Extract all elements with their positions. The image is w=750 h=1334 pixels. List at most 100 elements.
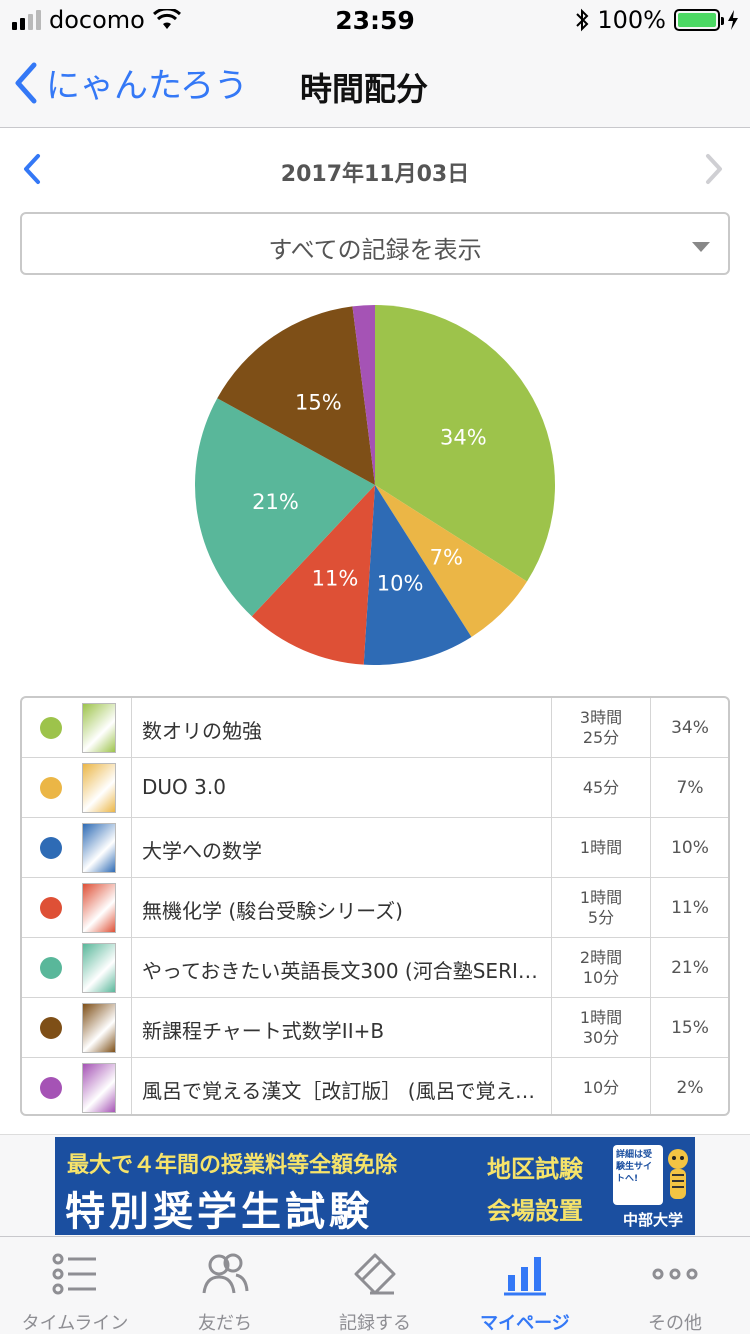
ad-badge: 詳細は受験生サイトへ! [613, 1145, 663, 1205]
book-cover-thumbnail [82, 1063, 116, 1113]
duration-line-1: 1時間 [579, 1008, 623, 1027]
tab-friends[interactable]: 友だち [150, 1237, 300, 1334]
back-label: にゃんたろう [46, 66, 248, 106]
wifi-icon [152, 9, 181, 29]
tab-more[interactable]: その他 [600, 1237, 750, 1334]
color-dot-icon [40, 1017, 62, 1039]
eraser-icon [354, 1253, 396, 1295]
record-percent: 11% [671, 898, 709, 918]
duration-line-1: 10分 [582, 1078, 620, 1097]
friends-icon [202, 1253, 249, 1294]
record-percent: 7% [676, 778, 704, 798]
color-dot-icon [40, 717, 62, 739]
color-dot-icon [40, 837, 62, 859]
record-row[interactable]: 新課程チャート式数学II+B 1時間 30分 15% [22, 998, 728, 1058]
duration-line-1: 45分 [582, 778, 620, 797]
battery-icon [674, 9, 724, 31]
record-filter-select[interactable]: すべての記録を表示 [20, 212, 730, 275]
ad-banner[interactable]: 最大で４年間の授業料等全額免除 特別奨学生試験 地区試験 会場設置 詳細は受験生… [55, 1137, 695, 1235]
duration-line-2: 30分 [582, 1028, 620, 1047]
tab-label: 記録する [339, 1313, 411, 1334]
bluetooth-icon [576, 8, 589, 32]
signal-icon [12, 10, 41, 30]
record-row[interactable]: 大学への数学 1時間 10% [22, 818, 728, 878]
nav-bar: にゃんたろう 時間配分 [0, 40, 750, 128]
record-duration: 1時間 [551, 818, 651, 878]
pie-slice [375, 485, 527, 637]
pie-slice [195, 398, 375, 617]
back-button[interactable]: にゃんたろう [14, 58, 248, 107]
chevron-right-icon [706, 154, 722, 184]
record-duration: 1時間 5分 [551, 878, 651, 938]
status-right: 100% [575, 6, 738, 34]
record-name: 風呂で覚える漢文［改訂版］ (風呂で覚えるシリーズ) [142, 1079, 547, 1103]
record-name: 無機化学 (駿台受験シリーズ) [142, 899, 403, 923]
next-day-button[interactable] [704, 152, 724, 190]
tab-mypage[interactable]: マイページ [450, 1237, 600, 1334]
thumbnail-cell [80, 938, 132, 998]
chevron-left-icon [24, 154, 40, 184]
duration-line-1: 1時間 [579, 888, 623, 907]
date-navigator: 2017年11月03日 [0, 150, 750, 190]
duration-line-1: 1時間 [579, 838, 623, 857]
record-name: 数オリの勉強 [142, 719, 262, 743]
tab-timeline[interactable]: タイムライン [0, 1237, 150, 1334]
tab-label: タイムライン [21, 1313, 129, 1334]
tab-bar: タイムライン 友だち 記録する マイページ [0, 1236, 750, 1334]
thumbnail-cell [80, 698, 132, 758]
thumbnail-cell [80, 878, 132, 938]
ad-university-name: 中部大学 [622, 1211, 683, 1229]
duration-line-1: 2時間 [579, 948, 623, 967]
duration-line-1: 3時間 [579, 708, 623, 727]
record-duration: 3時間 25分 [551, 698, 651, 758]
book-cover-thumbnail [82, 703, 116, 753]
tab-label: マイページ [480, 1313, 570, 1334]
ad-headline: 最大で４年間の授業料等全額免除 [67, 1153, 398, 1178]
thumbnail-cell [80, 818, 132, 878]
pie-slice-label: 7% [430, 545, 463, 569]
previous-day-button[interactable] [22, 152, 42, 190]
book-cover-thumbnail [82, 823, 116, 873]
battery-percent: 100% [597, 6, 666, 34]
pie-slice [352, 305, 375, 485]
list-icon [52, 1253, 96, 1295]
record-percent: 2% [676, 1078, 704, 1098]
record-row[interactable]: DUO 3.0 45分 7% [22, 758, 728, 818]
tab-label: 友だち [198, 1313, 252, 1334]
pie-slice-label: 10% [377, 572, 424, 596]
tab-record[interactable]: 記録する [300, 1237, 450, 1334]
duration-line-2: 25分 [582, 728, 620, 747]
book-cover-thumbnail [82, 943, 116, 993]
record-row[interactable]: 無機化学 (駿台受験シリーズ) 1時間 5分 11% [22, 878, 728, 938]
color-dot-icon [40, 897, 62, 919]
record-row[interactable]: やっておきたい英語長文300 (河合塾SERIES) 2時間 10分 21% [22, 938, 728, 998]
ad-side-text-2: 会場設置 [487, 1197, 583, 1225]
book-cover-thumbnail [82, 763, 116, 813]
record-percent: 34% [671, 718, 709, 738]
pie-slice-label: 15% [295, 391, 342, 415]
record-duration: 2時間 10分 [551, 938, 651, 998]
record-name: やっておきたい英語長文300 (河合塾SERIES) [142, 959, 547, 983]
pie-slice [251, 485, 375, 665]
page-title: 時間配分 [300, 70, 429, 108]
date-label: 2017年11月03日 [280, 162, 470, 187]
color-dot-icon [40, 1077, 62, 1099]
record-row[interactable]: 数オリの勉強 3時間 25分 34% [22, 698, 728, 758]
record-duration: 1時間 30分 [551, 998, 651, 1058]
status-left: docomo [12, 6, 181, 34]
tiger-mascot-icon [668, 1149, 688, 1199]
book-cover-thumbnail [82, 883, 116, 933]
pie-slice-label: 11% [312, 567, 359, 591]
record-percent: 21% [671, 958, 709, 978]
ad-area: 最大で４年間の授業料等全額免除 特別奨学生試験 地区試験 会場設置 詳細は受験生… [0, 1134, 750, 1236]
thumbnail-cell [80, 758, 132, 818]
more-icon [652, 1268, 698, 1280]
pie-slice [375, 305, 555, 582]
pie-slice-label: 34% [440, 425, 487, 449]
bar-chart-icon [504, 1257, 546, 1296]
pie-chart-svg: 34% 7%10% 11% 21% 15% [195, 305, 555, 665]
thumbnail-cell [80, 1058, 132, 1114]
pie-slice-label: 21% [252, 490, 299, 514]
record-row[interactable]: 風呂で覚える漢文［改訂版］ (風呂で覚えるシリーズ) 10分 2% [22, 1058, 728, 1114]
status-bar: docomo 23:59 100% [0, 0, 750, 40]
